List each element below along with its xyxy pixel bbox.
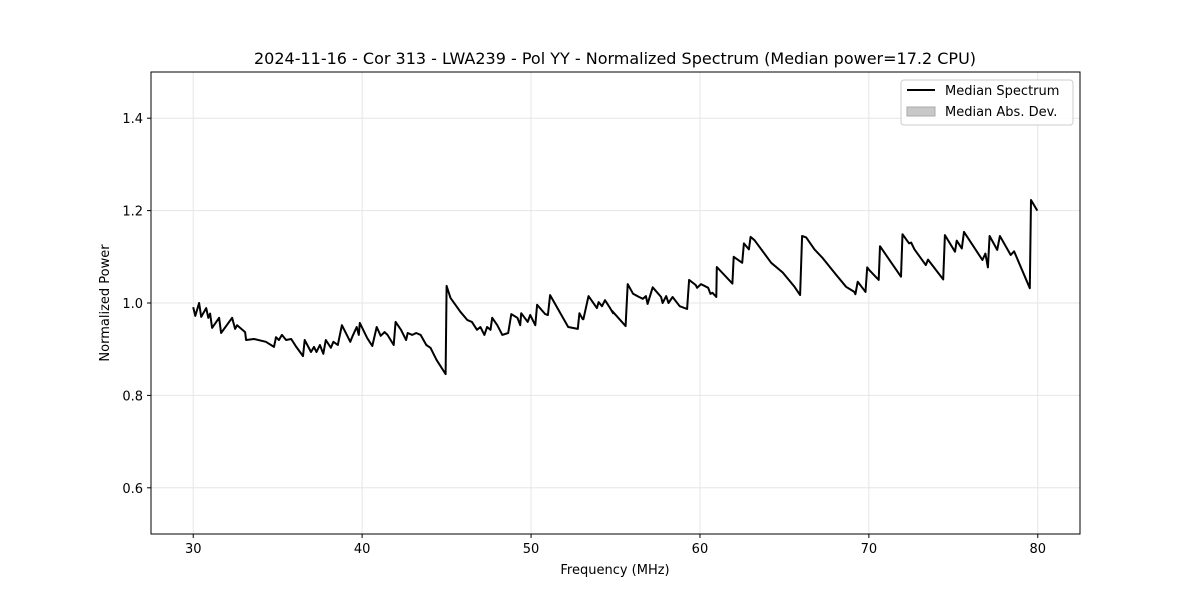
y-tick-label: 0.8: [122, 389, 143, 404]
y-axis-label: Normalized Power: [98, 244, 113, 362]
y-tick-label: 1.4: [122, 112, 143, 127]
legend-band-swatch: [906, 106, 936, 117]
x-tick-label: 50: [523, 542, 540, 557]
y-tick-label: 1.0: [122, 297, 143, 312]
chart-title: 2024-11-16 - Cor 313 - LWA239 - Pol YY -…: [254, 49, 976, 68]
x-axis-label: Frequency (MHz): [560, 563, 669, 578]
median-spectrum-line: [192, 199, 1039, 376]
x-tick-label: 70: [861, 542, 878, 557]
grid: [151, 72, 1080, 534]
x-tick-label: 40: [354, 542, 371, 557]
legend: Median Spectrum Median Abs. Dev.: [900, 79, 1074, 126]
legend-label-median-abs-dev: Median Abs. Dev.: [945, 105, 1057, 120]
ticks: 30 40 50 60 70 80 0.6 0.8 1.0 1.2 1.4: [122, 112, 1046, 557]
legend-box: [900, 79, 1074, 126]
y-tick-label: 0.6: [122, 482, 143, 497]
x-tick-label: 60: [692, 542, 709, 557]
x-tick-label: 30: [185, 542, 202, 557]
series-layer: [192, 199, 1039, 376]
legend-label-median-spectrum: Median Spectrum: [945, 84, 1059, 99]
y-tick-label: 1.2: [122, 205, 143, 220]
x-tick-label: 80: [1029, 542, 1046, 557]
